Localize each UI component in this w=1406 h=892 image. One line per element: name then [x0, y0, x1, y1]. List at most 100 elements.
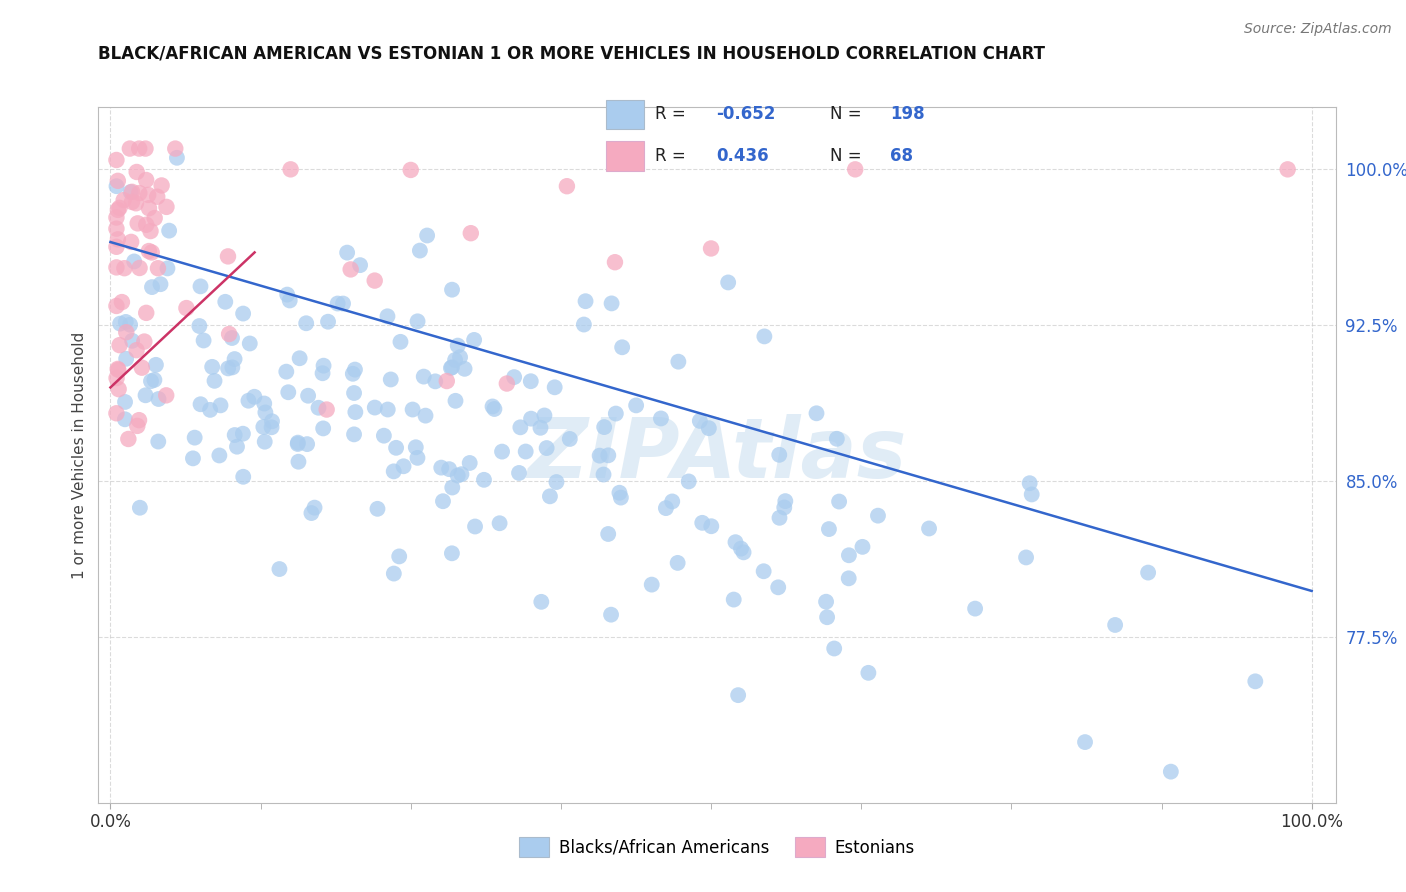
Point — [1015, 550, 1038, 565]
Point — [114, 395, 136, 409]
Point — [509, 420, 531, 434]
Point — [176, 301, 198, 315]
Point — [918, 521, 941, 535]
Point — [155, 200, 177, 214]
Point — [277, 385, 299, 400]
Point — [965, 601, 987, 615]
Point — [828, 494, 851, 508]
Point — [382, 464, 405, 478]
Point — [405, 440, 427, 454]
Point — [269, 562, 291, 576]
Point — [127, 418, 149, 433]
Point — [399, 163, 422, 178]
Point — [128, 260, 150, 275]
Point — [221, 331, 243, 345]
Point — [440, 546, 463, 560]
Point — [609, 485, 631, 500]
Point — [373, 428, 395, 442]
Point — [326, 296, 349, 310]
Point — [697, 421, 720, 435]
Point — [278, 293, 301, 308]
Point — [447, 468, 470, 483]
Point — [409, 244, 432, 258]
Point — [558, 432, 581, 446]
Point — [392, 459, 415, 474]
Point — [114, 315, 136, 329]
Text: N =: N = — [830, 105, 866, 123]
Point — [135, 173, 157, 187]
Text: 68: 68 — [890, 146, 914, 165]
Point — [226, 440, 249, 454]
Point — [115, 351, 138, 366]
Point — [844, 162, 866, 177]
Point — [136, 187, 159, 202]
Point — [610, 491, 633, 505]
Point — [666, 556, 689, 570]
Point — [253, 396, 276, 410]
Point — [463, 333, 485, 347]
Point — [520, 411, 543, 425]
Point — [447, 338, 470, 352]
Point — [366, 501, 388, 516]
Point — [588, 449, 610, 463]
Y-axis label: 1 or more Vehicles in Household: 1 or more Vehicles in Household — [72, 331, 87, 579]
Point — [723, 592, 745, 607]
Point — [700, 519, 723, 533]
Point — [156, 261, 179, 276]
Point — [377, 310, 399, 324]
Point — [131, 360, 153, 375]
Point — [232, 307, 254, 321]
Point — [135, 218, 157, 232]
Point — [105, 240, 128, 254]
Point — [612, 340, 634, 354]
Point — [449, 350, 471, 364]
Point — [107, 232, 129, 246]
Point — [287, 435, 309, 450]
Point — [416, 228, 439, 243]
Point — [432, 494, 454, 508]
Point — [105, 179, 128, 194]
Point — [806, 406, 828, 420]
Point — [252, 420, 274, 434]
Point — [253, 434, 276, 449]
Point — [342, 367, 364, 381]
Point — [149, 277, 172, 292]
Point — [128, 500, 150, 515]
Point — [108, 338, 131, 352]
Point — [436, 374, 458, 388]
Point — [107, 202, 129, 217]
Point — [344, 405, 367, 419]
Point — [143, 373, 166, 387]
Point — [574, 294, 596, 309]
Point — [823, 641, 845, 656]
Point — [239, 336, 262, 351]
Point — [125, 165, 148, 179]
Point — [120, 185, 142, 199]
Point — [690, 516, 713, 530]
Point — [1104, 618, 1126, 632]
Point — [380, 372, 402, 386]
Point — [125, 196, 148, 211]
Point — [193, 334, 215, 348]
Point — [114, 412, 136, 426]
Point — [150, 178, 173, 193]
Point — [1160, 764, 1182, 779]
Point — [107, 174, 129, 188]
Point — [603, 255, 626, 269]
Point — [453, 361, 475, 376]
Text: ZIPAtlas: ZIPAtlas — [527, 415, 907, 495]
Point — [204, 374, 226, 388]
Point — [198, 402, 221, 417]
Point — [107, 363, 129, 377]
Point — [515, 444, 537, 458]
Point — [450, 467, 472, 482]
Point — [299, 506, 322, 520]
Point — [260, 420, 283, 434]
Point — [107, 362, 129, 376]
Point — [444, 393, 467, 408]
Text: 198: 198 — [890, 105, 925, 123]
Point — [311, 366, 333, 380]
Point — [183, 431, 205, 445]
Point — [495, 376, 517, 391]
Point — [661, 494, 683, 508]
